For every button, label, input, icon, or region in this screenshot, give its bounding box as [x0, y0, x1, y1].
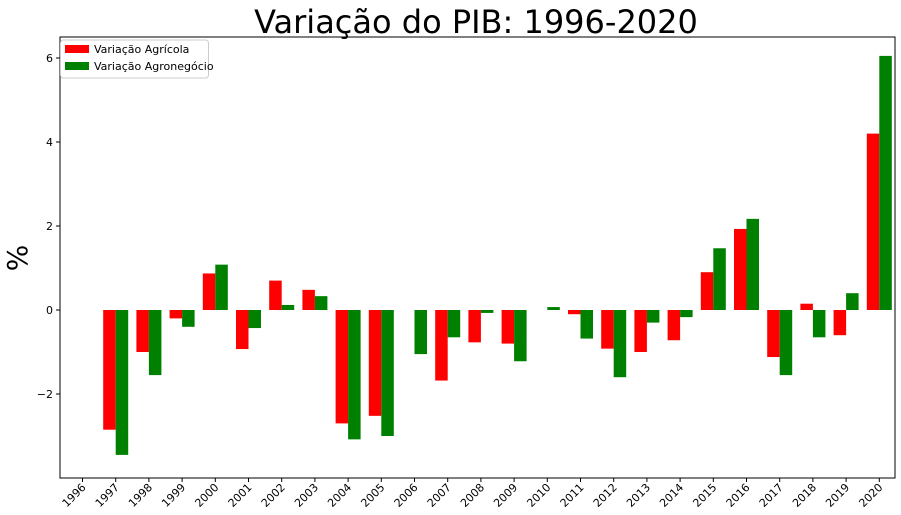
x-tick-label: 2010 — [524, 481, 553, 510]
bar-agronegocio-2015 — [713, 248, 726, 310]
y-axis: −2 0 2 4 6 — [37, 52, 60, 401]
bar-agronegocio-2003 — [314, 296, 328, 310]
bar-agronegocio-2018 — [812, 310, 826, 338]
y-tick-label: 0 — [46, 304, 53, 317]
bar-agricola-2012 — [601, 310, 614, 349]
x-tick-label: 2002 — [259, 481, 288, 510]
bar-agricola-2005 — [368, 310, 382, 416]
bar-agricola-2015 — [700, 272, 714, 310]
legend-box — [60, 39, 209, 79]
x-tick-label: 2019 — [823, 481, 852, 510]
x-tick-label: 2020 — [856, 481, 885, 510]
x-tick-label: 2014 — [657, 481, 686, 510]
bar-agronegocio-2005 — [381, 310, 394, 436]
x-tick-label: 2008 — [458, 481, 487, 510]
x-tick-label: 2000 — [192, 481, 221, 510]
x-tick-label: 1998 — [126, 481, 155, 510]
bar-agronegocio-2008 — [480, 310, 494, 313]
legend-label: Variação Agronegócio — [94, 60, 214, 73]
bar-agricola-2004 — [335, 310, 349, 424]
x-tick-label: 2006 — [392, 481, 421, 510]
bar-agricola-1997 — [103, 310, 116, 430]
bar-agronegocio-2014 — [680, 310, 693, 318]
bar-agronegocio-2007 — [447, 310, 461, 338]
bar-agricola-2019 — [833, 310, 847, 336]
bar-agronegocio-1999 — [182, 310, 195, 327]
x-tick-label: 2013 — [624, 481, 653, 510]
bar-agricola-2017 — [767, 310, 780, 358]
x-tick-label: 2004 — [325, 481, 354, 510]
x-tick-label: 1997 — [93, 481, 122, 510]
legend: Variação Agrícola Variação Agronegócio — [60, 39, 214, 79]
bar-agronegocio-2017 — [779, 310, 793, 376]
bar-agricola-2008 — [468, 310, 481, 343]
y-tick-label: −2 — [37, 388, 53, 401]
x-tick-label: 1999 — [159, 481, 188, 510]
y-tick-label: 6 — [46, 52, 53, 65]
x-tick-label: 2018 — [790, 481, 819, 510]
bar-agronegocio-2016 — [746, 218, 759, 310]
x-tick-label: 2016 — [724, 481, 753, 510]
bar-agronegocio-1998 — [148, 310, 162, 376]
bar-agronegocio-2019 — [846, 293, 859, 310]
x-tick-label: 2012 — [591, 481, 620, 510]
bar-agronegocio-2010 — [547, 307, 560, 310]
bar-agronegocio-2000 — [215, 264, 228, 310]
x-tick-label: 2017 — [757, 481, 786, 510]
bar-agronegocio-1997 — [115, 310, 129, 455]
bar-agricola-1998 — [136, 310, 149, 352]
bar-agronegocio-2004 — [348, 310, 361, 440]
bar-agronegocio-2006 — [414, 310, 427, 355]
bar-agronegocio-2012 — [613, 310, 627, 378]
bar-agricola-2014 — [667, 310, 681, 341]
legend-swatch — [65, 45, 89, 53]
bar-agricola-2016 — [734, 228, 747, 310]
bar-agricola-2007 — [435, 310, 448, 381]
chart-title: Variação do PIB: 1996-2020 — [254, 3, 698, 41]
x-tick-label: 1996 — [60, 481, 89, 510]
x-axis: 1996 1997 1998 1999 2000 2001 2002 2003 2004 2005… — [60, 478, 885, 510]
bar-agronegocio-2009 — [514, 310, 527, 362]
bar-agricola-2000 — [202, 273, 216, 310]
x-tick-label: 2011 — [558, 481, 587, 510]
x-tick-label: 2009 — [491, 481, 520, 510]
bar-agricola-2002 — [269, 280, 282, 310]
x-tick-label: 2015 — [690, 481, 719, 510]
bar-agricola-2001 — [236, 310, 249, 350]
y-tick-label: 2 — [46, 220, 53, 233]
x-tick-label: 2005 — [358, 481, 387, 510]
plot-frame — [59, 36, 896, 479]
bar-agricola-2009 — [501, 310, 515, 344]
y-axis-label: % — [1, 245, 34, 272]
legend-label: Variação Agrícola — [94, 43, 189, 56]
bars-group — [103, 55, 892, 455]
bar-agricola-2003 — [302, 289, 315, 310]
bar-agronegocio-2011 — [580, 310, 593, 339]
bar-agricola-2011 — [568, 310, 581, 315]
bar-agricola-2018 — [800, 303, 813, 310]
bar-agricola-1999 — [169, 310, 183, 319]
x-tick-label: 2007 — [425, 481, 454, 510]
bar-agronegocio-2001 — [248, 310, 261, 329]
x-tick-label: 2003 — [292, 481, 321, 510]
y-tick-label: 4 — [46, 136, 53, 149]
bar-agricola-2020 — [866, 133, 880, 310]
x-tick-label: 2001 — [226, 481, 255, 510]
bar-agricola-2013 — [634, 310, 647, 352]
bar-agronegocio-2013 — [646, 310, 660, 323]
bar-agronegocio-2020 — [879, 55, 892, 311]
legend-swatch — [65, 62, 89, 70]
bar-agronegocio-2002 — [281, 304, 295, 310]
